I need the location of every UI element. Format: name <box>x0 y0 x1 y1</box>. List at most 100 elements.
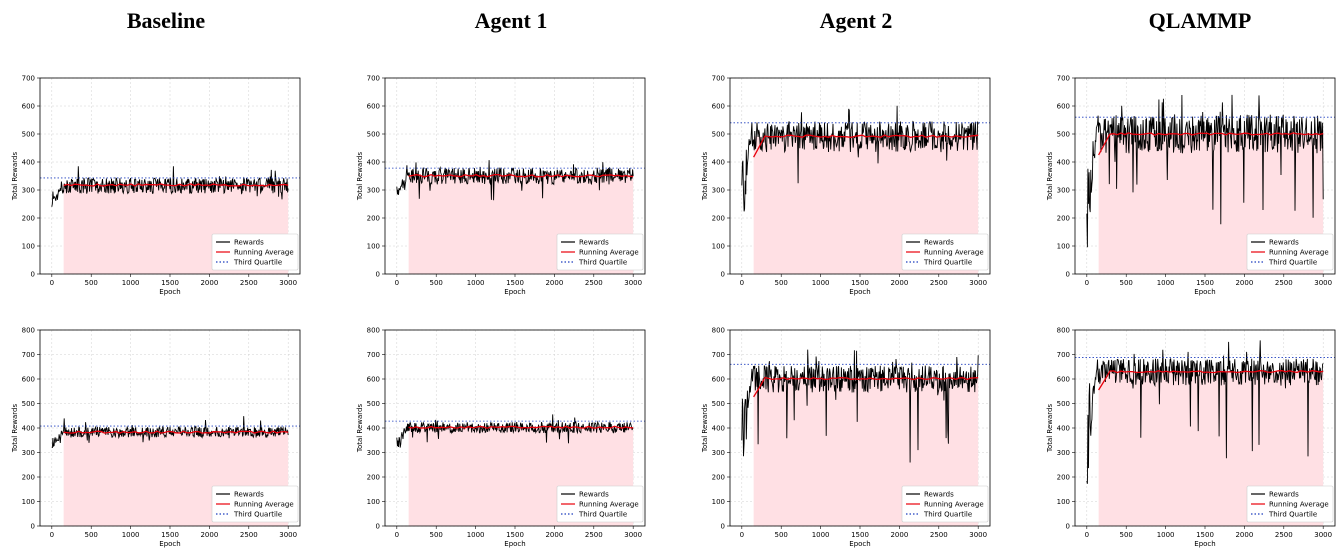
chart-agent-2-top: 0 100 200 300 400 500 600 700 0 500 1000 1500 2000 25… <box>698 68 998 308</box>
y-tick-label: 500 <box>712 131 725 139</box>
y-tick-label: 600 <box>1057 103 1070 111</box>
legend-box <box>556 485 644 523</box>
y-axis-label: Total Rewards <box>356 152 364 202</box>
x-tick-label: 2500 <box>930 279 948 287</box>
y-tick-label: 400 <box>712 425 725 433</box>
x-tick-label: 2000 <box>1235 531 1253 539</box>
y-tick-label: 200 <box>712 215 725 223</box>
x-tick-label: 500 <box>430 531 443 539</box>
x-tick-label: 0 <box>1085 531 1089 539</box>
legend-box <box>1246 233 1334 271</box>
y-tick-label: 800 <box>712 327 725 335</box>
x-tick-label: 1500 <box>851 279 869 287</box>
x-tick-label: 2000 <box>890 531 908 539</box>
chart-agent-1-bottom: 0 100 200 300 400 500 600 700 800 0 500 1000 1500 200… <box>353 320 653 560</box>
y-tick-label: 100 <box>22 243 35 251</box>
y-tick-label: 600 <box>367 103 380 111</box>
x-tick-label: 1000 <box>122 279 140 287</box>
x-tick-label: 0 <box>740 531 744 539</box>
y-tick-label: 0 <box>721 523 725 531</box>
y-tick-label: 500 <box>367 131 380 139</box>
y-tick-label: 500 <box>1057 400 1070 408</box>
y-tick-label: 200 <box>712 474 725 482</box>
x-tick-label: 500 <box>775 531 788 539</box>
y-tick-label: 800 <box>367 327 380 335</box>
x-tick-label: 1500 <box>851 531 869 539</box>
x-tick-label: 2000 <box>200 279 218 287</box>
x-tick-label: 500 <box>775 279 788 287</box>
y-tick-label: 500 <box>367 400 380 408</box>
chart-svg: 0 100 200 300 400 500 600 700 800 0 500 1000 1500 200… <box>1046 327 1336 548</box>
legend-third-quartile-label: Third Quartile <box>923 511 972 519</box>
x-tick-label: 3000 <box>969 531 987 539</box>
x-tick-label: 3000 <box>969 279 987 287</box>
legend-rewards-label: Rewards <box>1269 491 1299 499</box>
x-tick-label: 2500 <box>1275 531 1293 539</box>
running-average-line <box>63 183 289 187</box>
y-tick-label: 500 <box>22 131 35 139</box>
x-tick-label: 2500 <box>585 531 603 539</box>
rewards-line <box>51 416 289 449</box>
running-average-line <box>408 173 634 178</box>
x-tick-label: 3000 <box>624 531 642 539</box>
chart-svg: 0 100 200 300 400 500 600 700 0 500 1000 1500 2000 25… <box>1046 75 1336 296</box>
y-tick-label: 0 <box>376 271 380 279</box>
y-tick-label: 800 <box>22 327 35 335</box>
x-tick-label: 1000 <box>1157 279 1175 287</box>
y-tick-label: 0 <box>376 523 380 531</box>
x-tick-label: 2000 <box>545 279 563 287</box>
y-tick-label: 600 <box>367 376 380 384</box>
rewards-line <box>51 166 289 207</box>
x-axis-label: Epoch <box>849 288 870 296</box>
chart-agent-2-bottom: 0 100 200 300 400 500 600 700 800 0 500 1000 1500 200… <box>698 320 998 560</box>
x-tick-label: 1000 <box>812 531 830 539</box>
y-tick-label: 300 <box>1057 187 1070 195</box>
y-tick-label: 100 <box>1057 498 1070 506</box>
y-tick-label: 400 <box>22 425 35 433</box>
x-tick-label: 2500 <box>240 279 258 287</box>
rewards-line <box>1086 94 1324 248</box>
y-tick-label: 600 <box>712 103 725 111</box>
chart-qlammp-top: 0 100 200 300 400 500 600 700 0 500 1000 1500 2000 25… <box>1043 68 1339 308</box>
column-title-qlammp: QLAMMP <box>1148 8 1252 33</box>
y-tick-label: 300 <box>22 449 35 457</box>
x-axis-label: Epoch <box>1194 288 1215 296</box>
x-axis-label: Epoch <box>504 540 525 548</box>
x-tick-label: 1500 <box>1196 279 1214 287</box>
legend-rewards-label: Rewards <box>234 491 264 499</box>
x-axis-label: Epoch <box>1194 540 1215 548</box>
legend-third-quartile-label: Third Quartile <box>578 259 627 267</box>
y-tick-label: 600 <box>22 103 35 111</box>
y-tick-label: 100 <box>712 243 725 251</box>
legend-third-quartile-label: Third Quartile <box>233 259 282 267</box>
x-tick-label: 0 <box>740 279 744 287</box>
y-tick-label: 700 <box>22 75 35 83</box>
chart-baseline-top: 0 100 200 300 400 500 600 700 0 500 1000 1500 2000 25… <box>8 68 308 308</box>
legend-third-quartile-label: Third Quartile <box>233 511 282 519</box>
x-axis-label: Epoch <box>159 288 180 296</box>
x-tick-label: 2500 <box>930 531 948 539</box>
chart-svg: 0 100 200 300 400 500 600 700 0 500 1000 1500 2000 25… <box>11 75 301 296</box>
x-tick-label: 2500 <box>240 531 258 539</box>
y-tick-label: 200 <box>22 474 35 482</box>
x-tick-label: 500 <box>1120 531 1133 539</box>
running-average-line <box>753 134 979 158</box>
legend-rewards-label: Rewards <box>924 239 954 247</box>
y-tick-label: 400 <box>367 425 380 433</box>
y-tick-label: 100 <box>22 498 35 506</box>
x-tick-label: 1500 <box>506 531 524 539</box>
x-tick-label: 1000 <box>467 531 485 539</box>
legend-rewards-label: Rewards <box>579 239 609 247</box>
legend-box <box>901 233 989 271</box>
rewards-line <box>1086 340 1324 484</box>
chart-baseline-bottom: 0 100 200 300 400 500 600 700 800 0 500 1000 1500 200… <box>8 320 308 560</box>
y-tick-label: 700 <box>367 75 380 83</box>
y-axis-label: Total Rewards <box>1046 152 1054 202</box>
x-tick-label: 500 <box>85 531 98 539</box>
y-tick-label: 300 <box>712 449 725 457</box>
y-tick-label: 100 <box>1057 243 1070 251</box>
x-tick-label: 3000 <box>279 531 297 539</box>
x-tick-label: 2000 <box>890 279 908 287</box>
x-tick-label: 2000 <box>200 531 218 539</box>
y-axis-label: Total Rewards <box>701 404 709 454</box>
